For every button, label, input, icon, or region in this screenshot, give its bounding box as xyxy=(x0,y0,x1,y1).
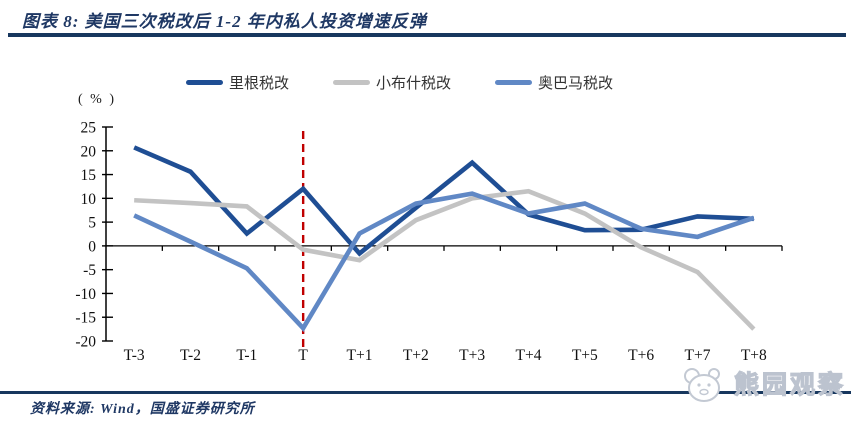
svg-text:25: 25 xyxy=(81,120,97,137)
legend-swatch-obama xyxy=(495,80,533,85)
svg-text:-20: -20 xyxy=(75,334,96,351)
legend-label-obama: 奥巴马税改 xyxy=(538,75,614,92)
legend-item-obama: 奥巴马税改 xyxy=(495,72,613,93)
svg-text:0: 0 xyxy=(88,238,96,255)
chart-title: 图表 8: 美国三次税改后 1-2 年内私人投资增速反弹 xyxy=(22,12,427,31)
svg-text:T+5: T+5 xyxy=(572,347,598,364)
brand-watermark: 熊园观察 xyxy=(678,366,846,404)
source-note: 资料来源: Wind，国盛证券研究所 xyxy=(30,402,255,417)
svg-text:T-1: T-1 xyxy=(236,347,257,364)
svg-text:20: 20 xyxy=(81,143,97,160)
svg-text:T+7: T+7 xyxy=(685,347,711,364)
legend-item-reagan: 里根税改 xyxy=(186,72,289,93)
legend-item-bush: 小布什税改 xyxy=(333,72,451,93)
svg-text:T+6: T+6 xyxy=(628,347,654,364)
legend-swatch-reagan xyxy=(186,80,223,85)
svg-text:15: 15 xyxy=(81,167,97,184)
legend-swatch-bush xyxy=(333,80,371,85)
chart-legend: 里根税改 小布什税改 奥巴马税改 xyxy=(186,72,613,93)
svg-text:T+8: T+8 xyxy=(741,347,767,364)
footer-divider xyxy=(0,391,851,394)
legend-label-reagan: 里根税改 xyxy=(229,75,290,92)
legend-label-bush: 小布什税改 xyxy=(376,75,452,92)
svg-text:T+2: T+2 xyxy=(403,347,429,364)
bear-logo-icon xyxy=(683,368,720,402)
svg-text:5: 5 xyxy=(88,215,96,232)
svg-text:10: 10 xyxy=(81,191,97,208)
svg-text:-15: -15 xyxy=(75,310,96,327)
y-axis-unit-label: ( % ) xyxy=(78,92,116,107)
watermark-text: 熊园观察 xyxy=(733,370,846,399)
svg-text:T-3: T-3 xyxy=(124,347,145,364)
svg-text:T+3: T+3 xyxy=(459,347,485,364)
svg-text:-10: -10 xyxy=(75,286,96,303)
svg-text:T+1: T+1 xyxy=(347,347,373,364)
title-divider xyxy=(8,33,846,37)
svg-text:-5: -5 xyxy=(83,262,96,279)
svg-text:T: T xyxy=(298,347,308,364)
svg-text:T+4: T+4 xyxy=(516,347,542,364)
svg-text:T-2: T-2 xyxy=(180,347,201,364)
line-chart: -20 -15 -10 -5 0 5 10 15 20 25 T-3 T-2 T-1 T T+1 T+2 T+3… xyxy=(75,120,783,364)
